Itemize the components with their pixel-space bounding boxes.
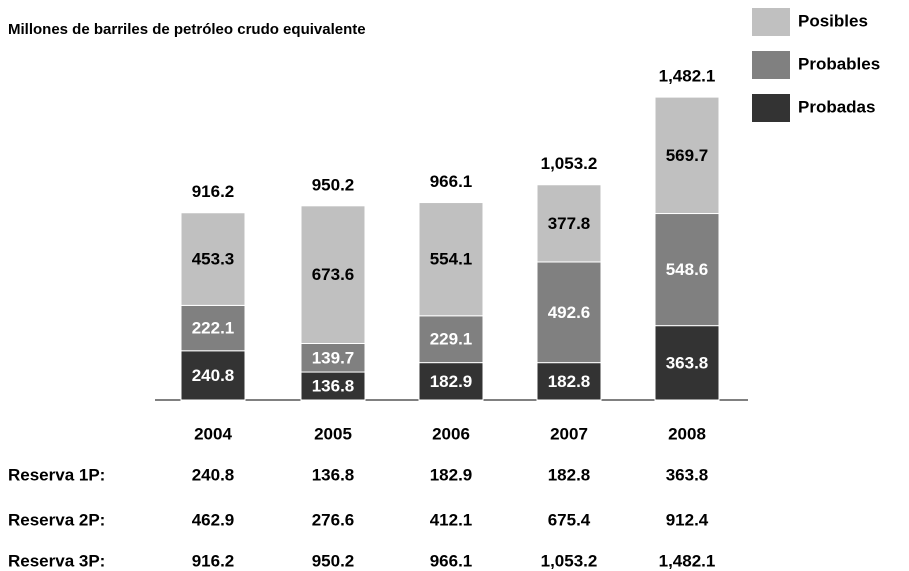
table-cell: 950.2 [312,551,355,570]
segment-label: 569.7 [666,146,709,165]
bar-segment [180,212,246,306]
table-cell: 916.2 [192,551,235,570]
table-cell: 675.4 [548,510,591,529]
legend-swatch [752,51,790,79]
bar-segment [300,371,366,401]
segment-label: 229.1 [430,330,473,349]
bar-segment [180,304,246,352]
segment-label: 453.3 [192,250,235,269]
table-cell: 462.9 [192,510,235,529]
bar-segment [536,184,602,263]
total-label: 1,053.2 [541,154,598,173]
segment-label: 139.7 [312,348,355,367]
table-cell: 182.8 [548,465,591,484]
table-cell: 363.8 [666,465,709,484]
row-label: Reserva 2P: [8,510,105,529]
row-label: Reserva 1P: [8,465,105,484]
segment-label: 554.1 [430,250,473,269]
table-cell: 412.1 [430,510,473,529]
table-cell: 912.4 [666,510,709,529]
segment-label: 673.6 [312,265,355,284]
legend-label: Probables [798,54,880,73]
table-cell: 276.6 [312,510,355,529]
bar-segment [536,261,602,364]
x-tick-label: 2005 [314,424,352,443]
segment-label: 182.8 [548,372,591,391]
segment-label: 222.1 [192,319,235,338]
bar-segment [300,342,366,373]
x-tick-label: 2007 [550,424,588,443]
bar-segment [536,362,602,401]
table-cell: 182.9 [430,465,473,484]
bar-segment [300,205,366,344]
bar-segment [654,96,720,215]
segment-label: 377.8 [548,214,591,233]
bar-segment [180,350,246,401]
bar-segment [654,325,720,401]
bar-segment [418,315,484,364]
total-label: 916.2 [192,182,235,201]
x-tick-label: 2008 [668,424,706,443]
table-cell: 1,482.1 [659,551,716,570]
segment-label: 548.6 [666,260,709,279]
segment-label: 363.8 [666,353,709,372]
total-label: 950.2 [312,175,355,194]
table-cell: 240.8 [192,465,235,484]
legend-swatch [752,8,790,36]
segment-label: 136.8 [312,377,355,396]
bar-segment [654,213,720,327]
x-tick-label: 2006 [432,424,470,443]
row-label: Reserva 3P: [8,551,105,570]
segment-label: 240.8 [192,366,235,385]
total-label: 1,482.1 [659,67,716,86]
segment-label: 182.9 [430,372,473,391]
bar-segment [418,362,484,401]
segment-label: 492.6 [548,303,591,322]
table-cell: 966.1 [430,551,473,570]
table-cell: 136.8 [312,465,355,484]
legend-label: Probadas [798,97,875,116]
legend-swatch [752,94,790,122]
legend-label: Posibles [798,11,868,30]
table-cell: 1,053.2 [541,551,598,570]
x-tick-label: 2004 [194,424,232,443]
total-label: 966.1 [430,172,473,191]
bar-segment [418,202,484,317]
chart-title: Millones de barriles de petróleo crudo e… [8,21,366,38]
